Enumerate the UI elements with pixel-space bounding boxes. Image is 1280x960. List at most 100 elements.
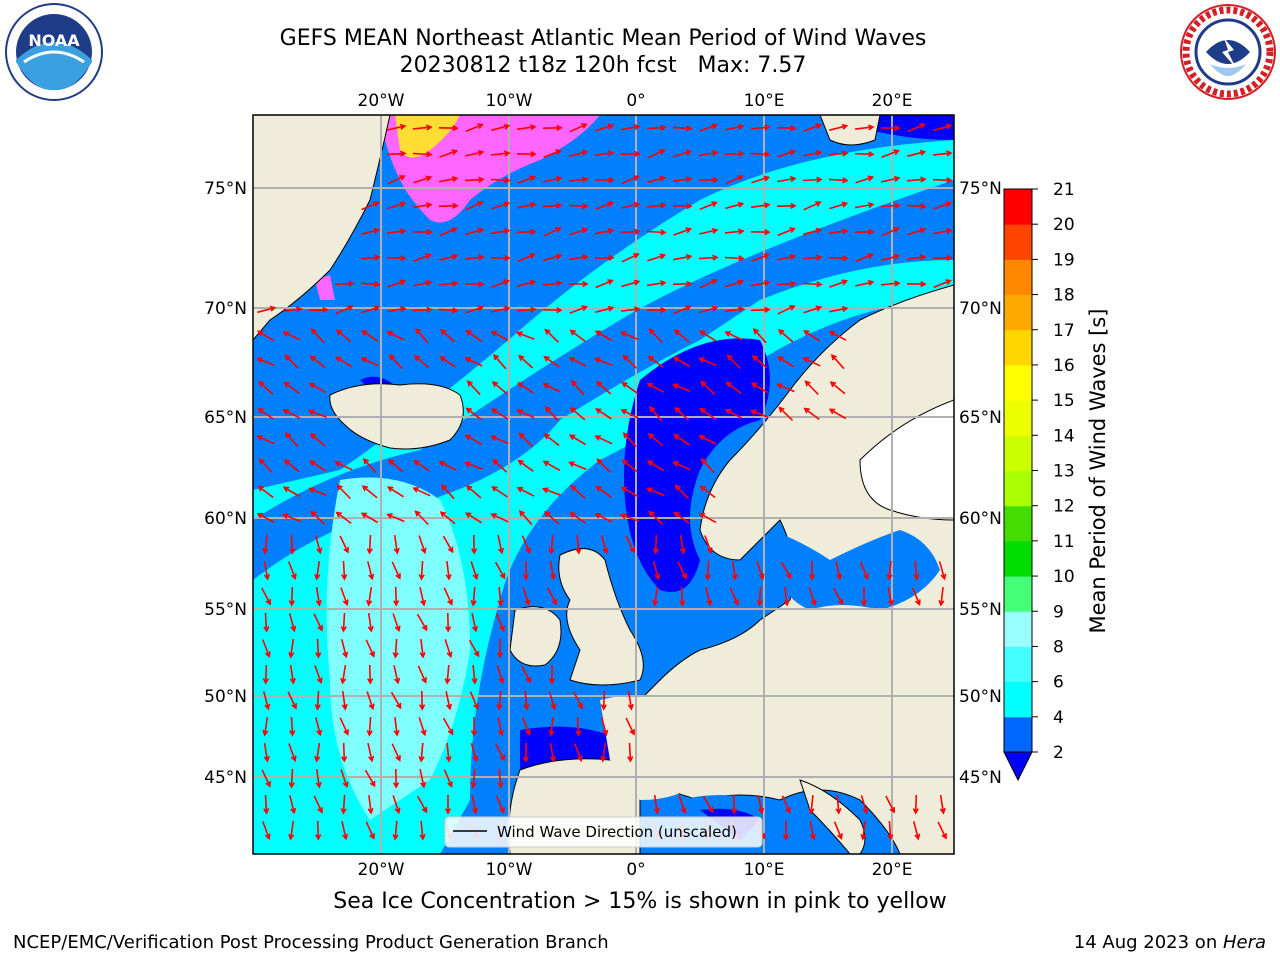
wave-direction-arrow [521, 717, 531, 736]
wave-direction-arrow [365, 821, 375, 840]
colorbar-cell [1004, 470, 1032, 507]
wind-wave-arrows [256, 123, 953, 841]
wave-direction-arrow [392, 795, 401, 815]
wave-direction-arrow [648, 510, 664, 525]
wave-direction-arrow [444, 664, 451, 685]
wave-direction-arrow [543, 355, 560, 368]
wave-direction-arrow [646, 487, 665, 497]
colorbar-tick-label: 15 [1053, 391, 1075, 411]
wave-direction-arrow [855, 124, 875, 131]
footer-credit: NCEP/EMC/Verification Post Processing Pr… [13, 932, 609, 953]
wave-direction-arrow [465, 201, 484, 211]
wave-direction-arrow [367, 795, 374, 815]
wave-direction-arrow [543, 149, 562, 159]
wave-direction-arrow [673, 227, 693, 236]
wave-direction-arrow [568, 356, 587, 367]
wave-direction-arrow [315, 820, 322, 841]
wave-direction-arrow [490, 177, 511, 184]
wave-direction-arrow [860, 587, 868, 607]
wave-direction-arrow [516, 409, 535, 419]
wave-direction-arrow [828, 177, 849, 184]
wave-direction-arrow [627, 742, 634, 763]
wave-direction-arrow [413, 175, 433, 184]
colorbar-tick-label: 13 [1053, 462, 1075, 482]
wave-direction-arrow [464, 434, 483, 446]
wave-direction-arrow [880, 280, 901, 287]
lon-ticks-bottom: 20°W 10°W 0° 10°E 20°E [358, 860, 913, 880]
wave-direction-arrow [673, 305, 692, 315]
wave-direction-arrow [568, 203, 589, 210]
wave-direction-arrow [543, 280, 563, 287]
wave-direction-arrow [619, 513, 639, 522]
chart-subtitle: 20230812 t18z 120h fcst Max: 7.57 [399, 53, 807, 78]
wave-direction-arrow [652, 561, 661, 581]
wave-direction-arrow [829, 279, 849, 288]
wave-direction-arrow [470, 586, 477, 607]
wave-direction-arrow [386, 331, 405, 341]
wave-direction-arrow [750, 409, 769, 418]
wave-direction-arrow [756, 586, 763, 607]
wave-direction-arrow [803, 201, 822, 211]
wave-direction-arrow [491, 279, 510, 288]
wave-direction-arrow [516, 228, 537, 235]
wave-direction-arrow [829, 201, 849, 210]
colorbar-tick-label: 18 [1053, 286, 1075, 306]
wave-direction-arrow [855, 253, 874, 263]
wave-direction-arrow [757, 795, 765, 815]
wave-direction-arrow [543, 175, 563, 183]
wave-direction-arrow [257, 305, 277, 314]
wave-direction-arrow [393, 665, 401, 685]
wave-direction-arrow [522, 587, 531, 607]
wave-direction-arrow [569, 512, 586, 524]
wave-direction-arrow [705, 587, 713, 607]
colorbar-cell [1004, 259, 1032, 296]
wave-direction-arrow [392, 820, 399, 841]
wave-direction-arrow [887, 587, 894, 607]
wave-direction-arrow [777, 227, 796, 237]
wave-direction-arrow [621, 306, 641, 313]
wave-direction-arrow [724, 331, 743, 341]
colorbar-cell [1004, 189, 1032, 225]
wave-direction-arrow [568, 254, 589, 261]
wave-direction-arrow [464, 176, 485, 183]
lon-tick: 20°W [358, 91, 405, 111]
wave-direction-arrow [491, 123, 511, 132]
lon-tick: 20°E [872, 91, 913, 111]
wave-direction-arrow [835, 561, 843, 581]
wave-direction-arrow [310, 510, 326, 525]
wave-direction-arrow [802, 281, 823, 288]
wave-direction-arrow [647, 149, 666, 159]
wave-direction-arrow [594, 330, 613, 342]
wave-direction-arrow [677, 561, 687, 580]
wave-direction-arrow [647, 306, 667, 314]
wave-direction-arrow [439, 511, 456, 525]
wave-direction-arrow [470, 768, 477, 789]
wave-direction-arrow [542, 383, 561, 393]
wave-direction-arrow [549, 742, 556, 763]
wave-direction-arrow [595, 485, 612, 498]
wave-direction-arrow [495, 795, 505, 814]
wave-direction-arrow [854, 202, 875, 209]
wave-direction-arrow [809, 821, 816, 841]
wave-direction-arrow [387, 486, 405, 498]
wave-direction-arrow [418, 560, 425, 581]
wave-direction-arrow [594, 150, 615, 157]
wave-direction-arrow [308, 382, 327, 394]
wave-direction-arrow [367, 743, 375, 763]
wave-direction-arrow [912, 794, 919, 815]
wave-direction-arrow [465, 254, 485, 261]
wave-direction-arrow [517, 202, 537, 209]
wave-direction-arrow [699, 305, 719, 314]
wave-direction-arrow [289, 716, 296, 737]
wave-direction-arrow [750, 124, 771, 131]
colorbar-cell [1004, 681, 1032, 718]
wave-direction-arrow [386, 306, 407, 313]
wave-direction-arrow [646, 280, 667, 287]
wave-direction-arrow [647, 355, 664, 369]
wave-direction-arrow [367, 561, 375, 581]
wave-direction-arrow [310, 328, 325, 344]
map-frame [252, 114, 955, 855]
wave-direction-arrow [309, 432, 326, 447]
wave-direction-arrow [548, 664, 555, 685]
